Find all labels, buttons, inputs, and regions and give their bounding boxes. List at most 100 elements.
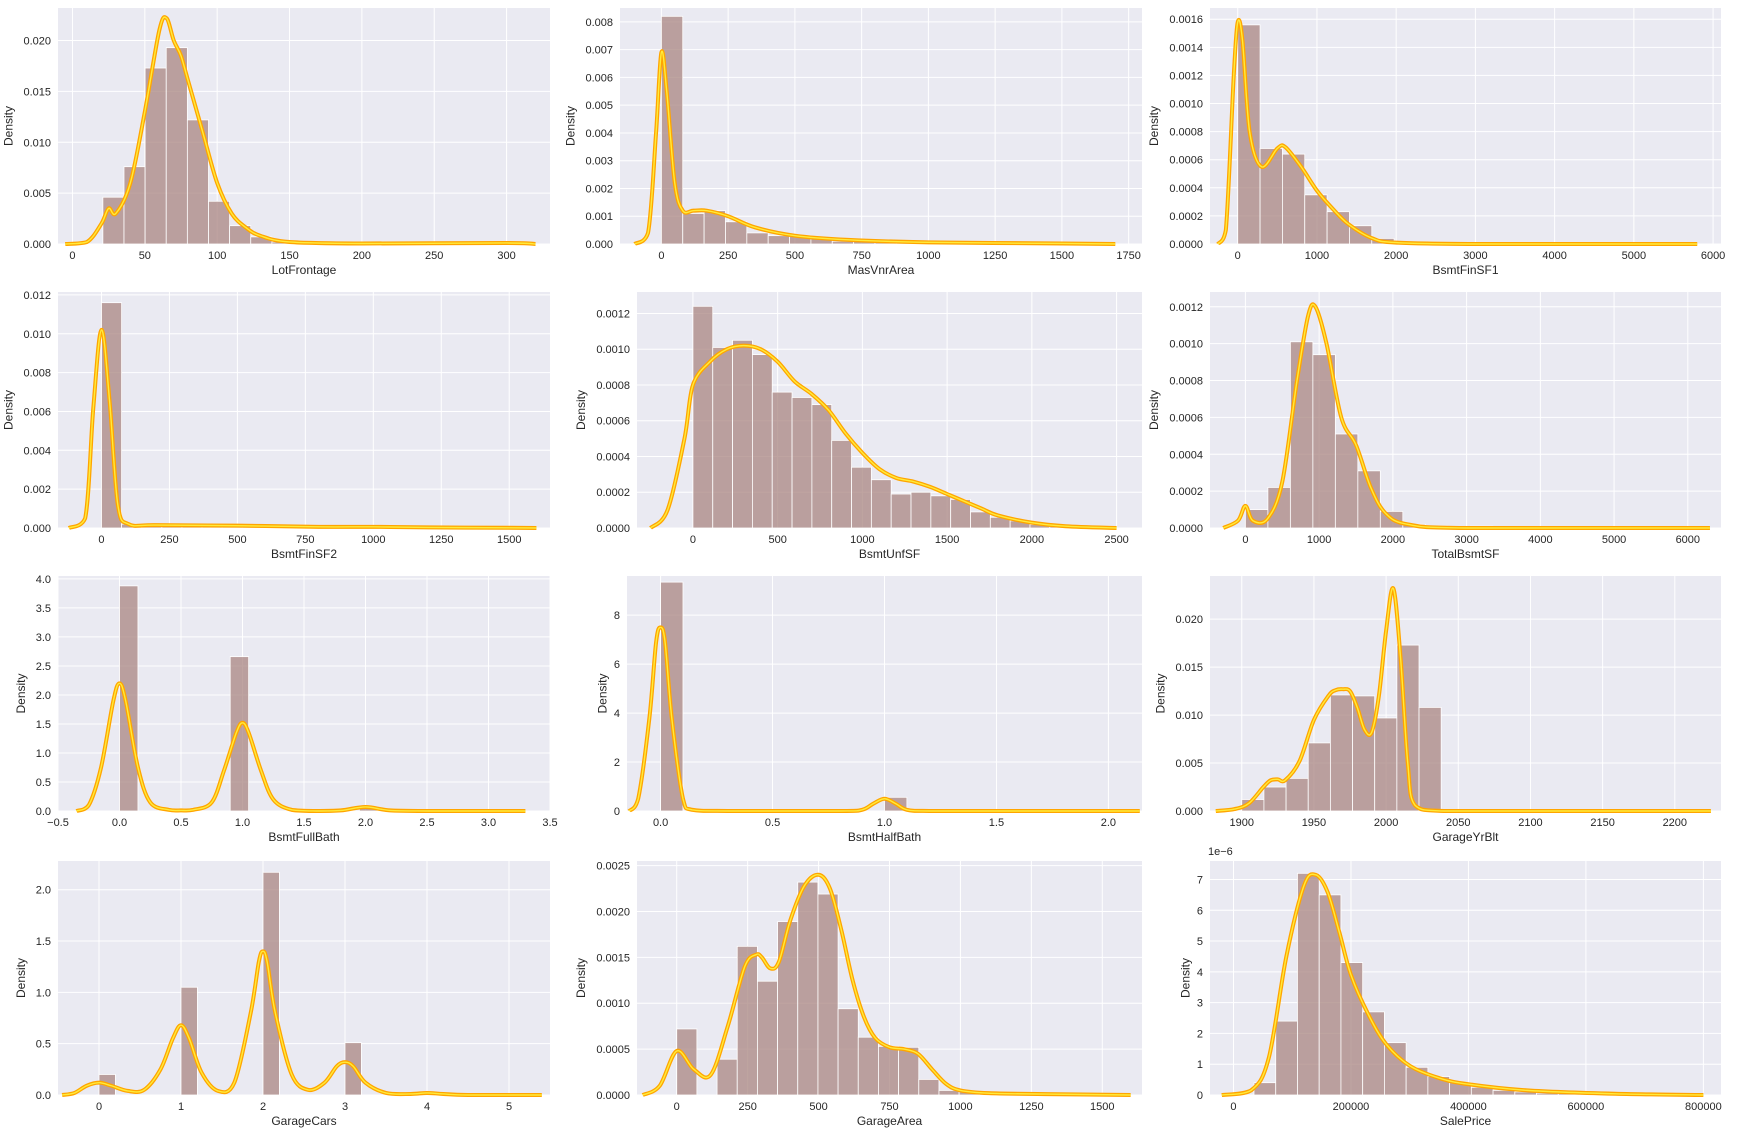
x-axis-label: BsmtHalfBath xyxy=(848,830,921,844)
histogram-bar xyxy=(716,1058,738,1096)
histogram-bar xyxy=(1352,695,1376,812)
x-tick-label: 1.5 xyxy=(989,817,1004,829)
subplot-totalbsmtsf: 0.0000 0.0002 0.0004 0.0006 0.0008 0.0010 0.00… xyxy=(1147,292,1721,561)
subplot-bsmtfullbath: 0.00.51.01.52.02.53.03.54.0−0.5 0.0 0.5 1.0… xyxy=(14,574,558,844)
y-tick-label: 0.0012 xyxy=(1169,302,1203,314)
x-tick-label: 1250 xyxy=(429,534,453,546)
x-axis-label: BsmtFullBath xyxy=(268,830,339,844)
y-axis-label: Density xyxy=(2,106,16,146)
histogram-bar xyxy=(970,511,991,529)
y-axis-label: Density xyxy=(1154,673,1168,713)
x-tick-label: 0 xyxy=(98,534,104,546)
histogram-bar xyxy=(165,47,188,245)
y-tick-label: 0.0008 xyxy=(1169,127,1203,139)
x-tick-label: 1500 xyxy=(1090,1101,1114,1113)
x-tick-label: 2.5 xyxy=(419,817,434,829)
y-tick-label: 0.000 xyxy=(1175,806,1203,818)
x-tick-label: 2200 xyxy=(1663,817,1687,829)
y-tick-label: 0.015 xyxy=(23,86,51,98)
histogram-bar xyxy=(930,495,952,529)
x-tick-label: 0.5 xyxy=(173,817,188,829)
histogram-bar xyxy=(123,166,146,245)
histogram-bar xyxy=(1384,1042,1407,1096)
x-axis-label: BsmtFinSF2 xyxy=(271,547,337,561)
x-tick-label: 3 xyxy=(342,1101,348,1113)
x-tick-label: 0 xyxy=(1242,534,1248,546)
y-tick-label: 2.0 xyxy=(36,885,51,897)
y-tick-label: 0 xyxy=(614,806,620,818)
y-tick-label: 0.0006 xyxy=(1169,155,1203,167)
x-axis-label: GarageCars xyxy=(271,1114,336,1128)
y-tick-label: 3 xyxy=(1197,998,1203,1010)
y-tick-label: 0.001 xyxy=(585,211,613,223)
x-axis-label: GarageArea xyxy=(857,1114,923,1128)
y-tick-label: 0.0000 xyxy=(596,1090,630,1102)
y-axis-label: Density xyxy=(574,390,588,430)
x-axis-label: MasVnrArea xyxy=(848,263,915,277)
x-tick-label: 1500 xyxy=(935,534,959,546)
y-axis-offset-label: 1e−6 xyxy=(1208,846,1233,858)
y-tick-label: 2.5 xyxy=(36,661,51,673)
y-tick-label: 0.0005 xyxy=(596,1044,630,1056)
histogram-bar xyxy=(1285,777,1309,812)
y-tick-label: 0.0002 xyxy=(596,487,630,499)
y-tick-label: 7 xyxy=(1197,874,1203,886)
x-tick-label: 3.5 xyxy=(542,817,557,829)
x-tick-label: 4000 xyxy=(1542,250,1566,262)
y-tick-label: 0.0010 xyxy=(596,998,630,1010)
x-tick-label: 1950 xyxy=(1302,817,1326,829)
y-tick-label: 0.0006 xyxy=(1169,412,1203,424)
y-tick-label: 0.0000 xyxy=(1169,523,1203,535)
x-tick-label: 2500 xyxy=(1104,534,1128,546)
x-tick-label: 0 xyxy=(69,250,75,262)
x-tick-label: 750 xyxy=(852,250,870,262)
y-tick-label: 0.5 xyxy=(36,777,51,789)
y-axis-label: Density xyxy=(2,390,16,430)
x-tick-label: 400000 xyxy=(1450,1101,1487,1113)
histogram-bar xyxy=(771,391,793,529)
histogram-bar xyxy=(682,213,705,245)
y-tick-label: 0.000 xyxy=(585,239,613,251)
y-tick-label: 0.007 xyxy=(585,45,613,57)
subplot-bsmtfinsf2: 0.000 0.002 0.004 0.006 0.008 0.010 0.012 0 250 5… xyxy=(2,290,550,561)
y-tick-label: 2 xyxy=(1197,1028,1203,1040)
histogram-bar xyxy=(1259,148,1283,245)
x-tick-label: 1000 xyxy=(850,534,874,546)
kde-curve xyxy=(76,682,526,812)
y-tick-label: 0.0000 xyxy=(1169,239,1203,251)
histogram-bar xyxy=(712,347,733,529)
histogram-bar xyxy=(229,656,250,812)
x-tick-label: 4 xyxy=(424,1101,430,1113)
x-tick-label: 3000 xyxy=(1463,250,1487,262)
histogram-bar xyxy=(208,200,231,245)
x-tick-label: 1000 xyxy=(948,1101,972,1113)
y-tick-label: 0.0004 xyxy=(1169,183,1203,195)
axes-background xyxy=(58,861,550,1095)
x-axis-label: BsmtFinSF1 xyxy=(1432,263,1498,277)
y-tick-label: 0.0014 xyxy=(1169,42,1203,54)
kde-curve xyxy=(68,329,537,529)
x-axis-label: GarageYrBlt xyxy=(1432,830,1499,844)
x-tick-label: 4000 xyxy=(1528,534,1552,546)
y-tick-label: 0.0 xyxy=(36,1090,51,1102)
y-tick-label: 2 xyxy=(614,757,620,769)
x-axis-label: SalePrice xyxy=(1440,1114,1492,1128)
y-tick-label: 0.003 xyxy=(585,156,613,168)
axes-background xyxy=(620,8,1142,244)
x-axis-label: LotFrontage xyxy=(272,263,337,277)
y-tick-label: 4.0 xyxy=(36,574,51,586)
y-axis-label: Density xyxy=(14,958,28,998)
x-tick-label: 0 xyxy=(1230,1101,1236,1113)
y-tick-label: 0.0012 xyxy=(596,308,630,320)
x-tick-label: 2050 xyxy=(1446,817,1470,829)
y-tick-label: 0.010 xyxy=(23,137,51,149)
y-tick-label: 0.000 xyxy=(23,523,51,535)
y-axis-label: Density xyxy=(1147,106,1161,146)
y-tick-label: 0.020 xyxy=(23,36,51,48)
histogram-bar xyxy=(1289,341,1314,529)
x-tick-label: 250 xyxy=(425,250,443,262)
x-tick-label: 200000 xyxy=(1333,1101,1370,1113)
kde-curve xyxy=(642,874,1131,1096)
x-tick-label: 800000 xyxy=(1685,1101,1722,1113)
subplot-bsmtunfsf: 0.0000 0.0002 0.0004 0.0006 0.0008 0.0010 0.00… xyxy=(574,292,1142,561)
